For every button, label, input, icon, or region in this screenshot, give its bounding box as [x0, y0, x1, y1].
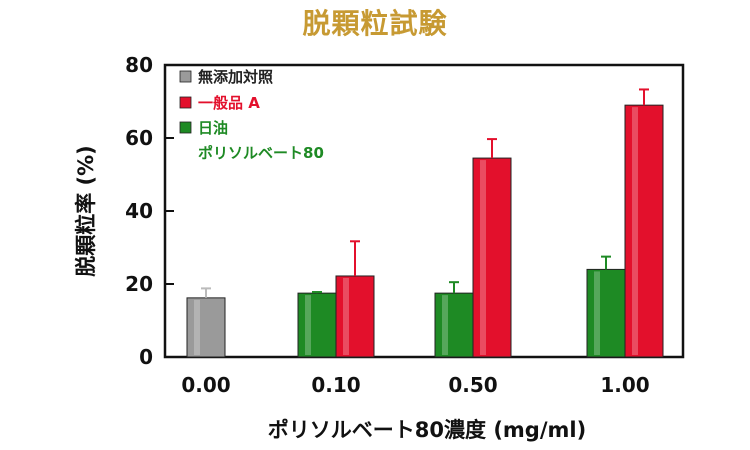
bar: [472, 157, 512, 358]
legend-label: 日油: [198, 119, 228, 137]
bar-highlight: [594, 271, 600, 355]
bar: [186, 297, 226, 358]
legend-swatch: [179, 121, 192, 134]
y-tick-label: 60: [125, 126, 153, 150]
y-tick-label: 0: [139, 345, 153, 369]
bar-highlight: [343, 277, 349, 355]
bar: [624, 104, 664, 358]
x-tick-label: 0.50: [448, 373, 497, 397]
bar: [335, 275, 375, 358]
x-tick-label: 1.00: [600, 373, 649, 397]
chart-title: 脱顆粒試験: [302, 7, 448, 40]
y-tick-label: 20: [125, 272, 153, 296]
bar-highlight: [305, 295, 311, 355]
bar: [434, 292, 474, 358]
bar: [586, 268, 626, 358]
bar-highlight: [442, 295, 448, 355]
x-axis-label: ポリソルベート80濃度 (mg/ml): [268, 418, 586, 442]
x-tick-label: 0.00: [181, 373, 230, 397]
legend-swatch: [179, 70, 192, 83]
bar-highlight: [632, 107, 638, 356]
y-tick-label: 80: [125, 53, 153, 77]
y-axis-label: 脱顆粒率 (%): [74, 145, 98, 277]
bar-highlight: [194, 299, 200, 355]
bar: [297, 292, 337, 358]
legend-swatch: [179, 96, 192, 109]
x-tick-label: 0.10: [311, 373, 360, 397]
y-tick-label: 40: [125, 199, 153, 223]
legend-label: 無添加対照: [198, 68, 273, 86]
legend-label: 一般品 A: [198, 94, 260, 112]
bar-highlight: [480, 160, 486, 355]
legend-label-line2: ポリソルベート80: [198, 144, 324, 162]
